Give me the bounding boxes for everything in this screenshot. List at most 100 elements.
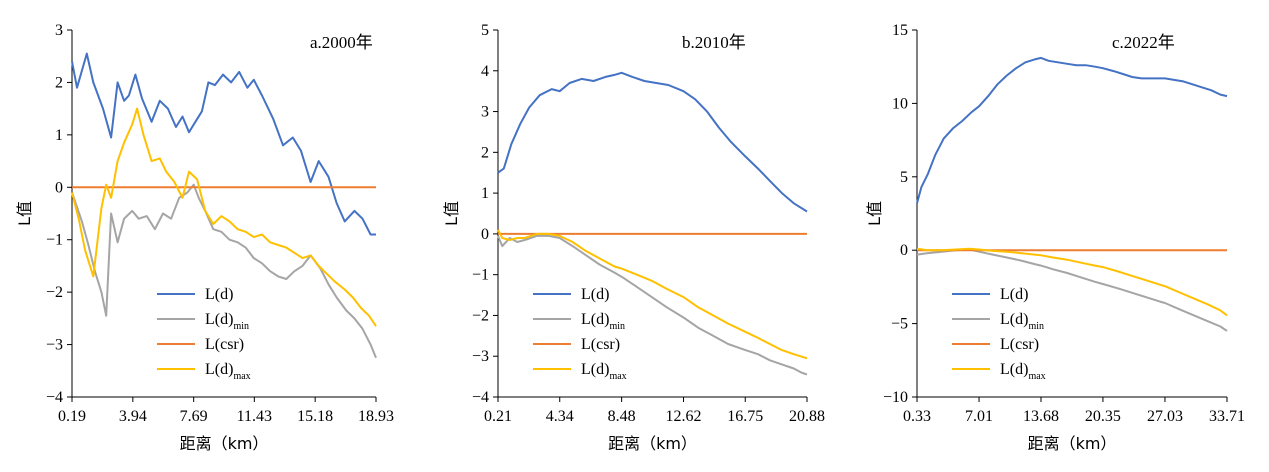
legend-item: L(d)min <box>952 311 1044 332</box>
x-tick-label: 11.43 <box>237 408 272 425</box>
chart-panel-3: 15 10 5 0 −5 −10 0.33 7.01 13.68 20.35 27.03 33.71 c… <box>865 22 1245 453</box>
legend-label: L(d)min <box>205 311 249 332</box>
legend-item: L(csr) <box>157 336 244 353</box>
legend-label-subscript: min <box>233 321 249 332</box>
y-tick-label: −2 <box>46 284 63 301</box>
legend-label: L(csr) <box>205 336 244 353</box>
panel-title: c.2022年 <box>1112 33 1175 52</box>
legend-label: L(d) <box>205 286 233 303</box>
y-axis-label: L值 <box>442 201 461 226</box>
y-tick-label: 2 <box>481 144 489 161</box>
x-tick-label: 3.94 <box>119 408 147 425</box>
x-tick-label: 33.71 <box>1209 408 1245 425</box>
y-tick-label: 1 <box>55 127 63 144</box>
legend-label-main: L(csr) <box>581 336 620 353</box>
legend-label-main: L(d) <box>581 311 609 328</box>
legend-label-subscript: min <box>609 321 625 332</box>
x-tick-label: 18.93 <box>358 408 394 425</box>
chart-panel-2: 5 4 3 2 1 0 −1 −2 −3 −4 0.21 4.34 8.48 12.62 16.75 20.8… <box>442 22 825 453</box>
x-axis-label: 距离（km） <box>180 434 269 453</box>
x-axis-label: 距离（km） <box>608 434 697 453</box>
legend-label-main: L(csr) <box>205 336 244 353</box>
x-tick-label: 12.62 <box>666 408 702 425</box>
legend-label: L(d) <box>581 286 609 303</box>
series-line-lmax <box>497 229 808 360</box>
legend-item: L(d)max <box>533 361 627 382</box>
legend-label-main: L(d) <box>581 286 609 303</box>
legend-item: L(d) <box>157 286 233 303</box>
legend-label: L(d) <box>1000 286 1028 303</box>
y-tick-label: 3 <box>481 104 489 121</box>
y-tick-label: 0 <box>900 242 908 259</box>
y-tick-label: 15 <box>892 22 908 39</box>
legend-item: L(d) <box>533 286 609 303</box>
panel-title: a.2000年 <box>310 33 373 52</box>
y-tick-label: 0 <box>55 179 63 196</box>
legend-label-main: L(csr) <box>1000 336 1039 353</box>
x-axis-label: 距离（km） <box>1028 434 1117 453</box>
legend-label-subscript: max <box>233 371 250 382</box>
y-tick-label: −3 <box>46 337 63 354</box>
chart-panel-1: 3 2 1 0 −1 −2 −3 −4 0.19 3.94 7.69 11.43 15.18 18.93 a… <box>15 22 394 453</box>
legend-item: L(d)max <box>157 361 251 382</box>
legend-label-subscript: max <box>609 371 626 382</box>
y-tick-label: −1 <box>472 267 489 284</box>
y-axis-label: L值 <box>15 201 34 226</box>
panel-title: b.2010年 <box>682 33 746 52</box>
y-tick-label: −5 <box>891 316 908 333</box>
legend-label-subscript: max <box>1028 371 1045 382</box>
legend-label: L(d)max <box>1000 361 1046 382</box>
x-tick-label: 20.35 <box>1085 408 1121 425</box>
legend-label: L(d)max <box>581 361 627 382</box>
x-tick-label: 15.18 <box>297 408 333 425</box>
y-tick-label: −4 <box>472 389 489 406</box>
y-tick-label: −4 <box>46 389 63 406</box>
y-axis-label: L值 <box>865 201 884 226</box>
legend-item: L(d)min <box>533 311 625 332</box>
legend-label: L(csr) <box>581 336 620 353</box>
y-tick-label: −10 <box>883 389 908 406</box>
legend-item: L(csr) <box>952 336 1039 353</box>
legend-label-main: L(d) <box>205 311 233 328</box>
series-line-lmin <box>71 183 377 359</box>
x-tick-label: 0.19 <box>58 408 86 425</box>
legend-item: L(d)min <box>157 311 249 332</box>
series-line-l <box>916 56 1228 204</box>
legend-label-main: L(d) <box>581 361 609 378</box>
x-tick-label: 7.69 <box>180 408 208 425</box>
legend-label-main: L(d) <box>205 361 233 378</box>
x-tick-label: 16.75 <box>727 408 763 425</box>
y-tick-label: 10 <box>892 95 908 112</box>
x-tick-label: 4.34 <box>546 408 574 425</box>
legend-label-main: L(d) <box>1000 361 1028 378</box>
legend-label: L(d)min <box>581 311 625 332</box>
y-tick-label: −1 <box>46 232 63 249</box>
legend-label-main: L(d) <box>205 286 233 303</box>
legend-label-main: L(d) <box>1000 286 1028 303</box>
series-line-lmin <box>497 234 808 376</box>
y-tick-label: 1 <box>481 185 489 202</box>
y-tick-label: 4 <box>481 63 489 80</box>
series-line-lmax <box>71 107 377 327</box>
series-line-l <box>71 52 376 236</box>
x-tick-label: 20.88 <box>789 408 825 425</box>
legend-label: L(d)min <box>1000 311 1044 332</box>
x-tick-label: 8.48 <box>608 408 636 425</box>
legend-label-main: L(d) <box>1000 311 1028 328</box>
y-tick-label: 2 <box>55 74 63 91</box>
y-tick-label: 5 <box>900 169 908 186</box>
y-tick-label: 3 <box>55 22 63 39</box>
series-line-lmax <box>916 247 1228 317</box>
legend-label: L(d)max <box>205 361 251 382</box>
x-tick-label: 7.01 <box>965 408 993 425</box>
y-tick-label: −3 <box>472 348 489 365</box>
y-tick-label: 5 <box>481 22 489 39</box>
x-tick-label: 27.03 <box>1147 408 1183 425</box>
series-line-l <box>497 71 808 213</box>
x-tick-label: 0.33 <box>903 408 931 425</box>
legend-item: L(d) <box>952 286 1028 303</box>
